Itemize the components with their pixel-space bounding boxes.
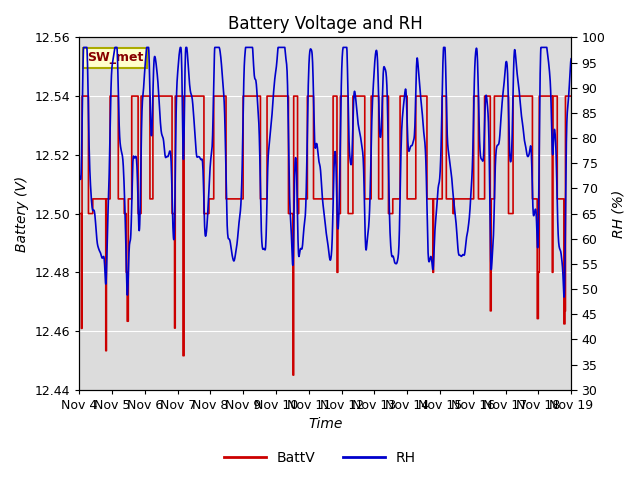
BattV	[538, 93, 546, 99]
BattV	[468, 196, 476, 202]
RH	[350, 94, 358, 100]
BattV	[567, 93, 575, 99]
Title: Battery Voltage and RH: Battery Voltage and RH	[228, 15, 422, 33]
X-axis label: Time: Time	[308, 418, 342, 432]
BattV	[76, 211, 83, 216]
Y-axis label: RH (%): RH (%)	[611, 190, 625, 238]
Legend: BattV, RH: BattV, RH	[218, 445, 422, 471]
BattV	[524, 93, 532, 99]
RH	[213, 45, 221, 50]
RH	[468, 176, 476, 181]
RH	[538, 45, 545, 50]
RH	[524, 154, 532, 159]
BattV	[289, 372, 297, 378]
RH	[76, 173, 83, 179]
Text: SW_met: SW_met	[86, 51, 143, 64]
BattV	[350, 93, 358, 99]
RH	[560, 294, 568, 300]
RH	[567, 56, 575, 61]
BattV	[78, 93, 86, 99]
RH	[80, 45, 88, 50]
BattV	[339, 93, 347, 99]
RH	[339, 45, 347, 50]
Y-axis label: Battery (V): Battery (V)	[15, 176, 29, 252]
Line: RH: RH	[79, 48, 571, 297]
BattV	[213, 93, 221, 99]
Line: BattV: BattV	[79, 96, 571, 375]
